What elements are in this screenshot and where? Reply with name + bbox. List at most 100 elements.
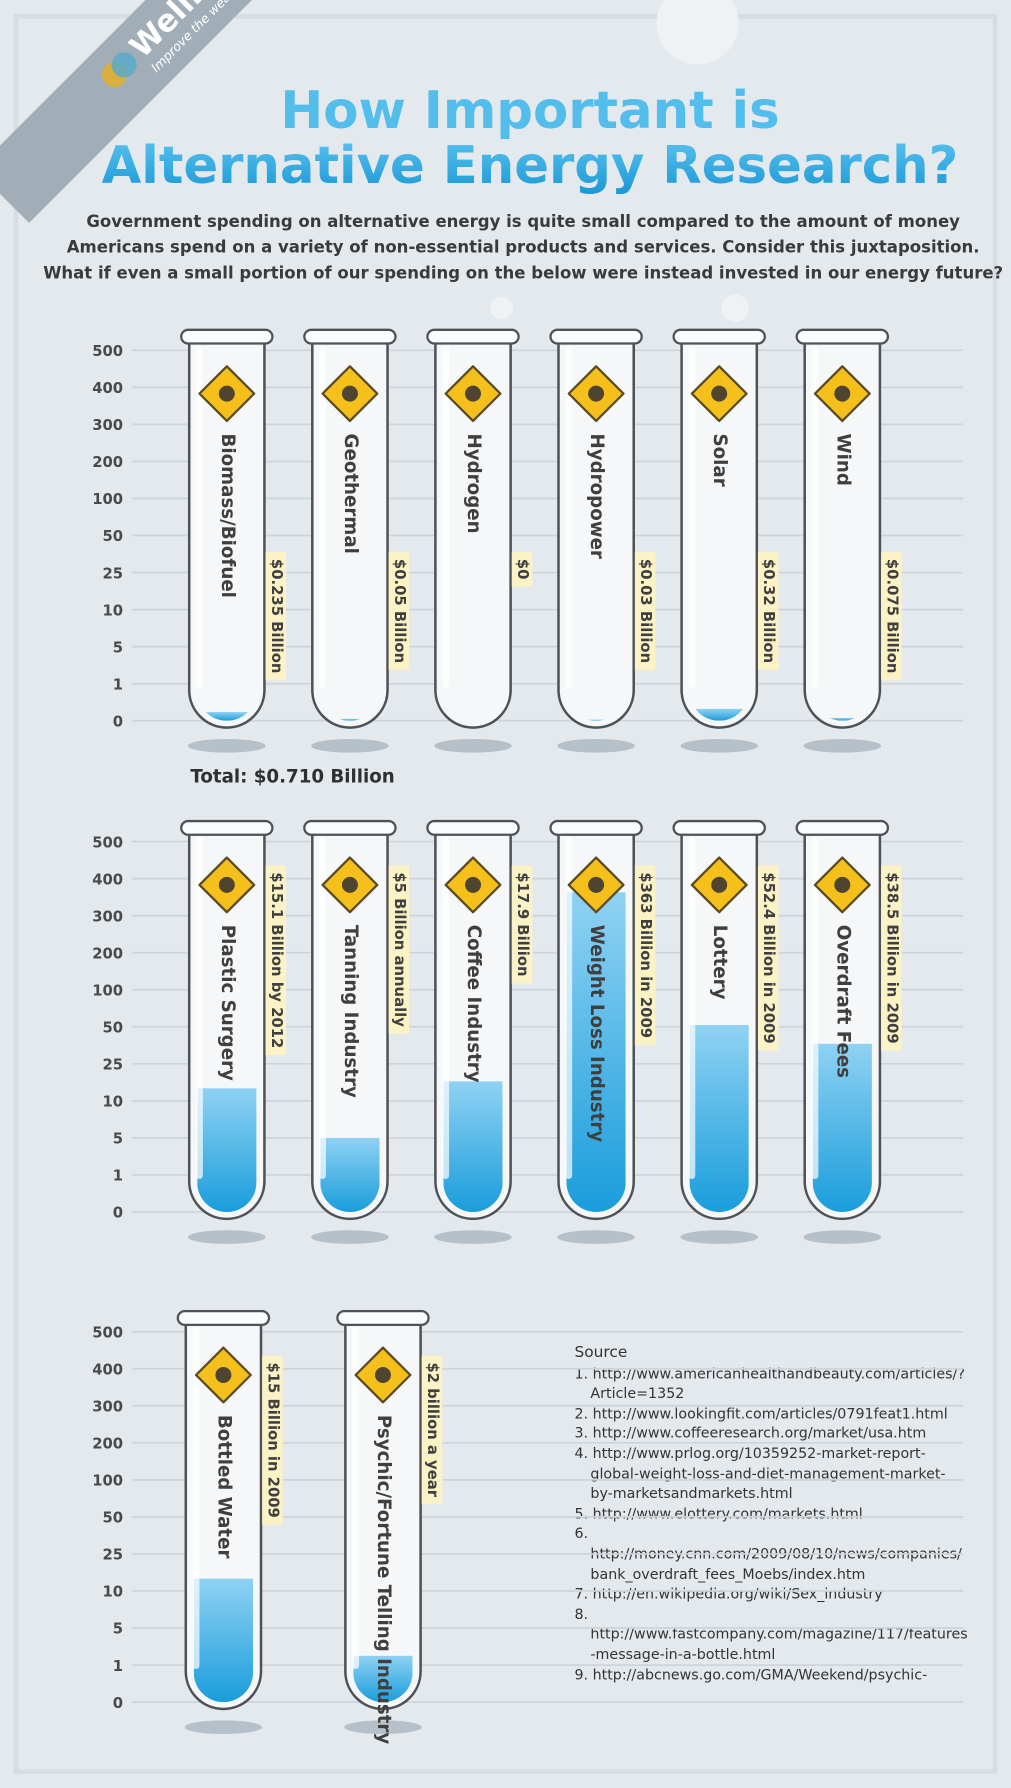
category-label: Hydrogen xyxy=(463,434,484,534)
tube-rim xyxy=(549,328,643,345)
tube-rim xyxy=(426,328,520,345)
source-title: Source xyxy=(574,1343,628,1362)
y-tick-label: 1 xyxy=(113,676,123,693)
intro: What if even a small portion of our spen… xyxy=(43,264,1003,283)
icon-glyph xyxy=(218,385,235,402)
tube-shadow xyxy=(188,738,266,753)
tube xyxy=(680,337,759,729)
title: Alternative Energy Research? xyxy=(102,136,959,196)
y-tick-label: 0 xyxy=(113,1205,123,1222)
bar xyxy=(320,1137,380,1213)
icon-glyph xyxy=(341,385,358,402)
value-label: $17.9 Billion xyxy=(514,872,531,976)
icon-glyph xyxy=(374,1367,391,1383)
y-tick-label: 50 xyxy=(103,528,124,545)
icon-glyph xyxy=(588,876,605,893)
category-label: Psychic/Fortune Telling Industry xyxy=(373,1415,394,1745)
bubble xyxy=(721,294,749,322)
icon-glyph xyxy=(711,385,728,402)
source-item: 3. http://www.coffeeresearch.org/market/… xyxy=(574,1424,927,1442)
tube-rim xyxy=(795,819,890,836)
value-label: $0.235 Billion xyxy=(268,559,285,674)
value-label: $38.5 Billion in 2009 xyxy=(883,872,900,1043)
value-tag xyxy=(421,1355,443,1504)
tube xyxy=(311,828,389,1221)
value-tag xyxy=(262,1355,283,1525)
value-label: $15 Billion in 2009 xyxy=(264,1362,281,1517)
source-item: 8. http://www.fastcompany.com/magazine/1… xyxy=(574,1604,968,1663)
tube-shadow xyxy=(557,1230,635,1244)
y-tick-label: 0 xyxy=(113,1695,123,1712)
tube-rim xyxy=(176,1310,271,1326)
y-tick-label: 5 xyxy=(113,1621,123,1638)
category-label: Weight Loss Industry xyxy=(586,925,607,1143)
value-tag xyxy=(511,865,533,984)
value-tag xyxy=(881,865,902,1051)
source-item: 5. http://www.elottery.com/markets.html xyxy=(574,1504,863,1522)
tube-rim xyxy=(549,819,643,836)
icon-glyph xyxy=(588,385,605,402)
source-item: 2. http://www.lookingfit.com/articles/07… xyxy=(574,1404,948,1422)
bar xyxy=(197,712,257,721)
tube-shadow xyxy=(188,1230,266,1244)
tube-shadow xyxy=(803,738,882,753)
icon-glyph xyxy=(834,385,851,402)
value-tag xyxy=(265,552,287,681)
tube xyxy=(434,337,512,729)
tube-highlight xyxy=(196,837,203,1179)
source-item: 7. http://en.wikipedia.org/wiki/Sex_indu… xyxy=(574,1584,883,1602)
y-tick-label: 25 xyxy=(103,1547,124,1564)
bar xyxy=(197,1088,257,1213)
y-tick-label: 5 xyxy=(113,1131,123,1148)
y-tick-label: 500 xyxy=(92,1324,123,1341)
y-tick-label: 200 xyxy=(92,454,123,471)
tube-highlight xyxy=(811,345,819,688)
tube-highlight xyxy=(688,345,696,688)
tube-rim xyxy=(336,1310,430,1326)
icon-glyph xyxy=(465,385,481,402)
bar xyxy=(689,708,749,721)
category-label: Coffee Industry xyxy=(463,925,484,1083)
category-label: Solar xyxy=(709,434,730,487)
y-tick-label: 1 xyxy=(113,1658,123,1675)
banner xyxy=(0,0,320,223)
bar xyxy=(320,718,380,721)
y-tick-label: 100 xyxy=(92,982,123,999)
intro: Government spending on alternative energ… xyxy=(86,212,960,231)
icon-glyph xyxy=(341,876,358,893)
category-label: Wind xyxy=(832,434,853,486)
title: How Important is xyxy=(280,81,779,141)
tube-highlight xyxy=(811,837,819,1179)
tube xyxy=(344,1319,422,1711)
value-label: $363 Billion in 2009 xyxy=(637,872,654,1038)
tube xyxy=(187,337,266,729)
bar xyxy=(566,719,626,721)
category-label: Lottery xyxy=(709,925,730,1000)
value-tag xyxy=(757,865,779,1051)
y-tick-label: 300 xyxy=(92,1398,123,1415)
tube-highlight xyxy=(565,345,573,688)
tube xyxy=(803,337,882,729)
category-label: Geothermal xyxy=(340,434,361,554)
tube-shadow xyxy=(311,738,389,753)
sources: Source 1. http://www.americanhealthandbe… xyxy=(574,1343,968,1682)
tube-highlight xyxy=(565,837,573,1179)
bar xyxy=(812,717,872,721)
category-label: Plastic Surgery xyxy=(217,925,238,1081)
value-label: $0.05 Billion xyxy=(391,559,408,663)
tube-highlight xyxy=(196,345,203,688)
tube-rim xyxy=(180,819,274,836)
bar xyxy=(812,1043,872,1213)
y-tick-label: 10 xyxy=(103,1584,124,1601)
tube-highlight xyxy=(352,1327,360,1670)
y-tick-label: 400 xyxy=(92,380,123,397)
bar xyxy=(443,1081,503,1212)
value-tag xyxy=(511,552,533,587)
y-tick-label: 400 xyxy=(92,1361,123,1378)
tube-rim xyxy=(180,328,274,345)
logo-dot xyxy=(111,52,137,78)
category-label: Bottled Water xyxy=(213,1415,234,1559)
y-tick-label: 1 xyxy=(113,1168,123,1185)
